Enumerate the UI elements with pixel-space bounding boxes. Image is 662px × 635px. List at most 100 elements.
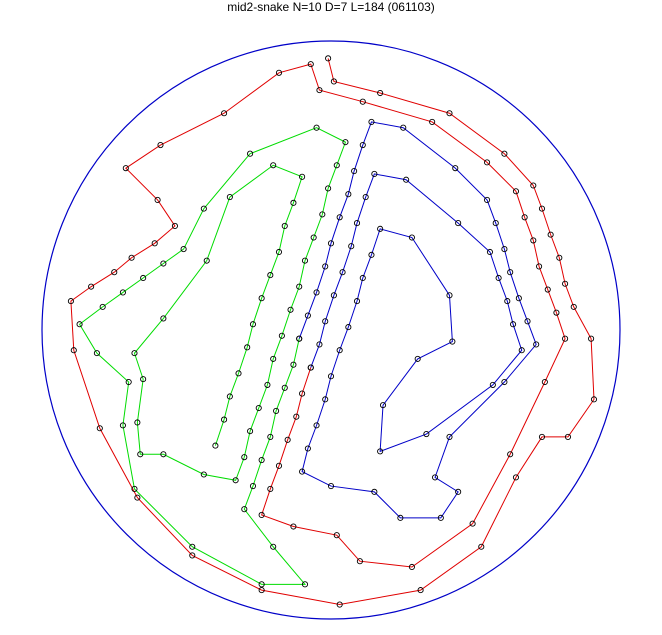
snake-node-marker (258, 456, 265, 464)
snake-node-marker (371, 488, 378, 495)
snake-node-marker (553, 309, 560, 316)
snake-node-marker (333, 532, 340, 539)
snake-node-marker (267, 433, 274, 440)
snake-node-marker (431, 474, 439, 481)
snake-node-marker (301, 581, 309, 588)
snake-segment-3 (78, 127, 347, 585)
snake-node-marker (275, 69, 283, 76)
snake-node-marker (536, 263, 543, 270)
snake-node-marker (327, 483, 335, 490)
snake-node-marker (316, 87, 323, 94)
snake-node-marker (353, 220, 361, 227)
snake-node-marker (359, 98, 366, 105)
snake-node-marker (417, 587, 424, 594)
snake-node-marker (333, 162, 340, 169)
snake-node-marker (414, 355, 421, 362)
snake-node-marker (212, 442, 219, 449)
snake-node-marker (226, 194, 233, 201)
snake-node-marker (137, 451, 144, 458)
snake-node-marker (160, 451, 167, 458)
snake-node-marker (151, 240, 158, 247)
snake-node-marker (484, 196, 491, 203)
snake-node-marker (200, 471, 207, 478)
snake-node-marker (119, 289, 126, 296)
snake-node-marker (88, 283, 95, 290)
snake-node-marker (99, 303, 106, 310)
snake-node-marker (267, 272, 274, 279)
snake-node-marker (134, 494, 141, 501)
snake-node-marker (93, 350, 100, 357)
snake-node-marker (437, 514, 444, 521)
snake-node-marker (564, 433, 572, 440)
snake-node-marker (507, 269, 514, 276)
snake-node-marker (446, 292, 453, 299)
snake-node-marker (501, 246, 508, 253)
snake-node-marker (507, 451, 514, 458)
boundary-circle (41, 40, 621, 620)
snake-node-marker (76, 321, 83, 328)
snake-node-marker (270, 543, 277, 550)
snake-node-marker (400, 124, 407, 131)
snake-node-marker (241, 506, 248, 513)
snake-node-marker (504, 298, 511, 305)
snake-node-marker (157, 141, 164, 149)
snake-node-marker (275, 462, 283, 469)
snake-node-marker (501, 150, 508, 157)
snake-node-marker (140, 274, 147, 282)
snake-node-marker (249, 483, 257, 490)
snake-node-marker (368, 118, 375, 125)
chart-title: mid2-snake N=10 D=7 L=184 (061103) (227, 0, 435, 14)
snake-node-marker (408, 563, 415, 571)
snake-node-marker (313, 124, 320, 131)
snake-node-marker (518, 347, 525, 354)
snake-node-marker (247, 428, 254, 435)
snake-node-marker (327, 240, 335, 247)
snake-node-marker (290, 523, 297, 530)
snake-node-marker (189, 543, 196, 550)
snake-node-marker (336, 347, 343, 354)
snake-node-marker (556, 254, 563, 261)
snake-node-marker (336, 601, 343, 608)
snake-node-marker (512, 474, 520, 481)
snake-node-marker (258, 511, 265, 519)
snake-node-marker (96, 425, 103, 432)
snake-node-marker (247, 150, 254, 157)
snake-node-marker (258, 581, 265, 588)
snake-node-marker (379, 402, 387, 409)
snake-node-marker (287, 306, 294, 313)
snake-node-marker (353, 298, 361, 305)
snake-node-marker (590, 396, 598, 403)
snake-node-marker (368, 251, 375, 258)
snake-node-marker (588, 335, 595, 342)
snake-node-marker (304, 445, 311, 452)
snake-node-marker (278, 332, 285, 339)
snake-node-marker (521, 214, 528, 221)
snake-node-marker (362, 194, 369, 201)
snake-node-marker (327, 373, 335, 380)
snake-node-marker (486, 248, 494, 256)
snake-node-marker (515, 295, 522, 302)
snake-node-marker (316, 341, 323, 348)
snake-node-marker (171, 222, 178, 230)
snake-node-marker (377, 89, 384, 97)
snake-node-marker (544, 286, 551, 293)
snake-node-marker (562, 280, 569, 287)
snake-node-marker (273, 407, 280, 414)
snake-node-marker (562, 335, 569, 342)
snake-node-marker (180, 246, 187, 253)
snake-node-marker (325, 185, 332, 192)
snake-node-marker (478, 543, 485, 550)
snake-node-marker (299, 173, 306, 180)
snake-node-marker (469, 520, 476, 527)
snake-node-marker (345, 191, 352, 198)
snake-node-marker (307, 61, 314, 68)
snake-node-marker (397, 514, 404, 521)
snake-node-marker (111, 269, 118, 276)
snake-node-marker (221, 416, 228, 423)
snake-node-marker (270, 162, 277, 169)
snake-node-marker (270, 355, 277, 362)
snake-node-marker (322, 318, 329, 325)
snake-node-marker (339, 269, 346, 276)
snake-node-marker (241, 454, 248, 461)
